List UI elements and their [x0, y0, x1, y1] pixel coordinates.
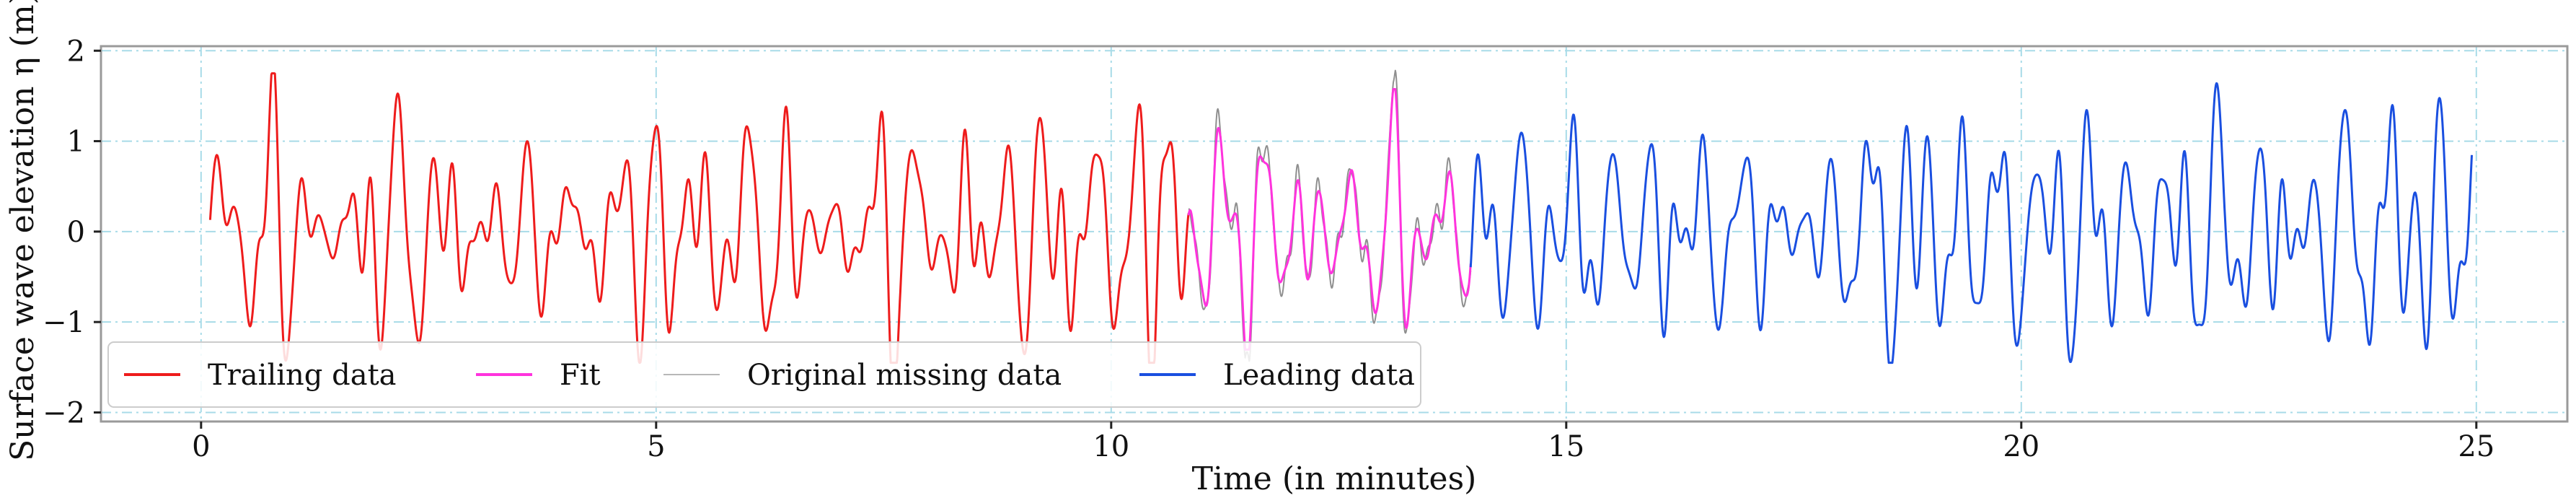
grid-lines	[101, 46, 2567, 421]
x-tick-label: 15	[1548, 430, 1584, 463]
x-tick-label: 20	[2003, 430, 2039, 463]
series-line-original-missing-data	[1188, 69, 1472, 362]
axis-ticks: 0 5 10 15 20 25 −2 −1 0 1 2	[43, 35, 2495, 463]
series-line-leading-data	[1469, 82, 2473, 364]
series-line-fit	[1187, 88, 1472, 351]
x-tick-label: 10	[1093, 430, 1129, 463]
x-tick-label: 25	[2458, 430, 2495, 463]
plot-frame	[100, 45, 2569, 423]
legend-label-original-missing-data: Original missing data	[747, 359, 1062, 392]
y-tick-label: 2	[67, 35, 85, 68]
legend-label-leading-data: Leading data	[1223, 359, 1415, 392]
legend: Trailing data Fit Original missing data …	[107, 341, 1421, 408]
x-tick-label: 0	[192, 430, 210, 463]
y-tick-label: −1	[43, 306, 85, 339]
legend-box	[107, 341, 1421, 408]
y-axis-label: Surface wave elevation η (m)	[4, 0, 41, 461]
series-line-trailing-data	[208, 72, 1190, 364]
legend-label-fit: Fit	[560, 359, 601, 392]
y-tick-label: 0	[67, 216, 85, 249]
x-tick-label: 5	[647, 430, 665, 463]
series-lines	[208, 69, 2473, 364]
y-tick-label: −2	[43, 396, 85, 429]
legend-label-trailing-data: Trailing data	[208, 359, 396, 392]
x-axis-label: Time (in minutes)	[1192, 460, 1477, 497]
y-tick-label: 1	[67, 126, 85, 159]
